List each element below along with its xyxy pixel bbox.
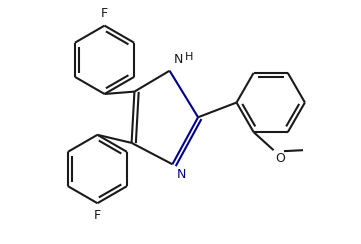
- Text: O: O: [275, 152, 285, 165]
- Text: F: F: [101, 7, 108, 20]
- Text: N: N: [177, 168, 187, 181]
- Text: N: N: [173, 53, 183, 66]
- Text: H: H: [185, 52, 193, 62]
- Text: F: F: [94, 209, 101, 222]
